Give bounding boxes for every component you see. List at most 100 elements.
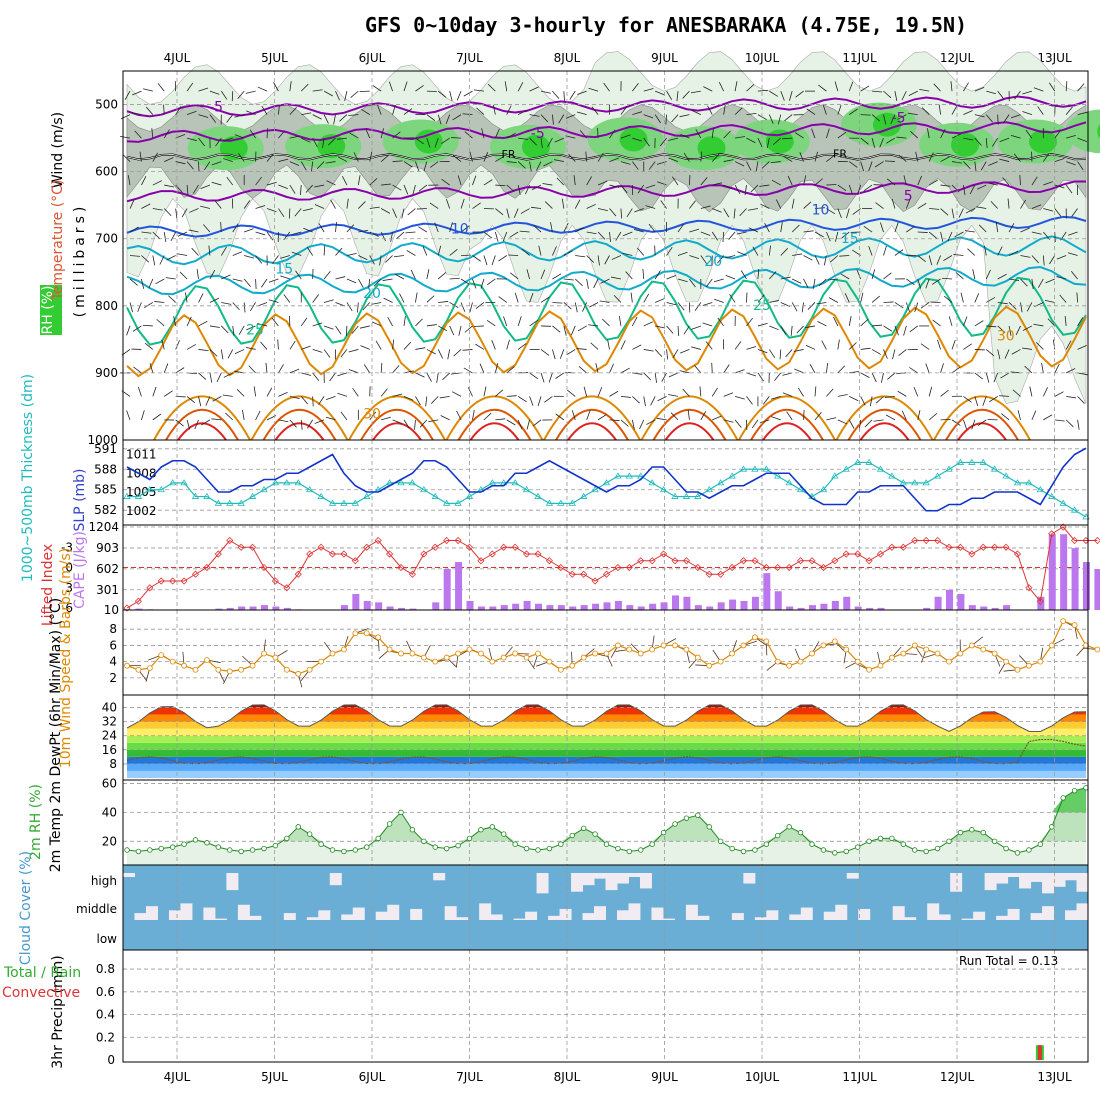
wind-barb xyxy=(687,409,690,420)
bottom-date-label: 9JUL xyxy=(651,1070,678,1084)
wind-barb xyxy=(1077,344,1087,350)
wind-barb xyxy=(552,114,554,125)
wind10m-marker xyxy=(443,654,450,661)
li-marker xyxy=(762,563,770,572)
wind10m-marker xyxy=(478,650,484,657)
wind-barb xyxy=(771,396,781,400)
li-marker xyxy=(477,557,485,565)
precip-label: 3hr Precip (mm) xyxy=(50,955,66,1068)
wind-barb xyxy=(746,112,757,116)
wind10m-marker xyxy=(877,662,884,669)
cape-bar xyxy=(729,599,737,610)
wind-barb xyxy=(1066,161,1076,166)
pressure-tick-label: 1000 xyxy=(87,433,118,447)
wind-barb xyxy=(891,198,896,209)
isotherm-label: -5 xyxy=(892,111,906,127)
wind-barb xyxy=(132,325,142,332)
wind-barb xyxy=(668,394,679,397)
wind-barb xyxy=(242,409,245,420)
wind-barb xyxy=(914,302,919,313)
wind10m-marker xyxy=(420,654,427,661)
thickness-marker xyxy=(317,492,325,499)
wind-barb xyxy=(951,419,961,426)
wind-barb xyxy=(472,175,477,186)
thickness-marker xyxy=(545,499,554,506)
thickness-marker xyxy=(637,472,645,479)
wind-barb xyxy=(165,277,176,280)
wind-barb xyxy=(971,419,976,430)
wind-barb xyxy=(300,83,309,92)
wind-barb xyxy=(691,110,702,115)
thickness-marker xyxy=(899,479,908,486)
wind-barb xyxy=(209,372,213,383)
wind-barb xyxy=(289,161,300,166)
wind-barb xyxy=(723,184,733,190)
thickness-marker xyxy=(990,465,999,472)
thickness-marker xyxy=(614,472,622,479)
wind-barb xyxy=(464,325,473,333)
wind-barb xyxy=(350,90,359,98)
wind-barb xyxy=(654,372,657,383)
wind-barb xyxy=(597,231,606,240)
rh2m-marker xyxy=(455,842,461,849)
wind-barb xyxy=(691,346,701,350)
wind10m-marker xyxy=(660,642,667,649)
li-marker xyxy=(408,570,416,578)
wind-barb xyxy=(1033,323,1044,327)
thickness-marker xyxy=(579,492,588,499)
wind-barb xyxy=(885,414,896,421)
wind-barb xyxy=(414,419,416,430)
wind-barb xyxy=(746,292,748,303)
wind-barb xyxy=(456,410,462,421)
wind-barb xyxy=(152,413,162,421)
wind-barb xyxy=(289,419,297,428)
wind-barb xyxy=(860,318,869,327)
wind-barb xyxy=(839,255,850,257)
wind-tick: 2 xyxy=(109,671,117,685)
rh2m-marker xyxy=(318,841,324,847)
wind-barb xyxy=(883,325,893,332)
upper-air-panel: 5006007008009001000-5-5-5510101515202025… xyxy=(40,51,1100,447)
li-marker xyxy=(991,543,999,551)
wind-barb xyxy=(746,396,753,405)
wind10m-marker xyxy=(1003,658,1009,665)
wind10m-marker xyxy=(272,654,279,661)
wind-barb xyxy=(755,161,759,172)
wind-barb xyxy=(599,300,610,303)
wind-barb xyxy=(415,85,424,92)
wind-label: Wind (m/s) xyxy=(50,112,66,188)
wind10m-marker xyxy=(398,650,404,657)
thickness-marker xyxy=(956,458,965,465)
wind-barb xyxy=(278,391,288,397)
wind-barb xyxy=(964,230,975,233)
wind-barb xyxy=(1077,396,1085,404)
wind10m-marker xyxy=(329,650,336,657)
cape-bar xyxy=(957,594,965,610)
wind-barb xyxy=(1020,302,1023,313)
rh-green-core xyxy=(619,127,648,152)
cape-bar xyxy=(991,607,999,610)
isotherm-line xyxy=(126,235,1087,266)
wind-barb xyxy=(255,205,266,209)
temp-color-band xyxy=(127,704,1086,708)
wind-barb xyxy=(209,325,220,328)
wind-barb xyxy=(711,362,713,373)
high-cloud-cell xyxy=(605,873,618,891)
wind-barb xyxy=(744,184,747,196)
wind-barb xyxy=(826,208,836,215)
li-marker xyxy=(443,536,451,545)
isotherm-label: 5 xyxy=(904,188,913,204)
boundary-layer-isotherm xyxy=(640,395,739,441)
wind-barb xyxy=(186,185,189,196)
wind-barb xyxy=(576,111,587,115)
wind-barb xyxy=(205,396,211,406)
wind-barb xyxy=(757,372,764,382)
wind-barb xyxy=(438,325,448,332)
wind-barb xyxy=(1054,363,1060,374)
wind-barb xyxy=(571,410,576,420)
wind-barb xyxy=(472,202,481,209)
wind-barb xyxy=(729,293,736,303)
wind-barb xyxy=(943,295,953,303)
